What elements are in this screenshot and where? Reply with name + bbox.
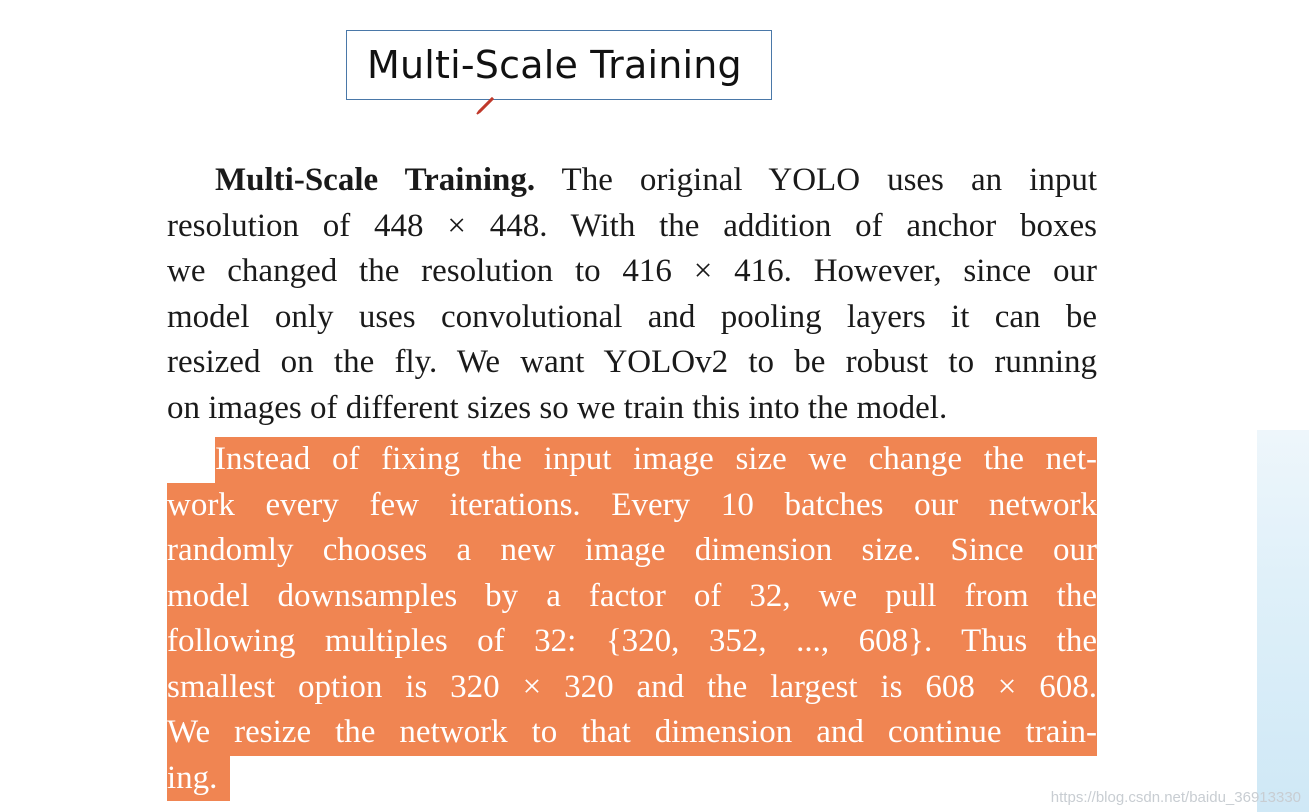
paragraph-line: on images of different sizes so we train… [167, 389, 948, 426]
highlighted-line: smallest option is 320 × 320 and the lar… [167, 664, 1097, 710]
side-decoration [1257, 430, 1309, 812]
paragraph-line: resized on the fly. We want YOLOv2 to be… [167, 344, 1097, 380]
line-text: ing. [167, 759, 218, 796]
line-text: We resize the network to that dimension … [167, 714, 1097, 750]
line-text: Instead of fixing the input image size w… [215, 441, 1097, 477]
line-text: following multiples of 32: {320, 352, ..… [167, 623, 1097, 659]
highlighted-line: work every few iterations. Every 10 batc… [167, 482, 1097, 528]
pen-cursor-icon [476, 97, 494, 115]
highlighted-line: Instead of fixing the input image size w… [167, 437, 1097, 483]
line-text: smallest option is 320 × 320 and the lar… [167, 668, 1097, 705]
slide-title: Multi-Scale Training [367, 43, 742, 87]
paragraph-heading: Multi-Scale Training. [215, 162, 536, 198]
highlighted-paragraph: Instead of fixing the input image size w… [167, 437, 1097, 801]
line-text: model downsamples by a factor of 32, we … [167, 577, 1097, 614]
line-text: work every few iterations. Every 10 batc… [167, 486, 1097, 523]
paragraph-line: Multi-Scale Training. The original YOLO … [167, 158, 1097, 204]
paragraph-line: model only uses convolutional and poolin… [167, 298, 1097, 335]
line-text: The original YOLO uses an input [561, 162, 1097, 198]
slide-title-box: Multi-Scale Training [346, 30, 772, 100]
highlighted-line: following multiples of 32: {320, 352, ..… [167, 619, 1097, 665]
paragraph-multi-scale: Multi-Scale Training. The original YOLO … [167, 158, 1097, 431]
watermark: https://blog.csdn.net/baidu_36913330 [1050, 789, 1301, 806]
highlighted-line: We resize the network to that dimension … [167, 710, 1097, 756]
line-text: randomly chooses a new image dimension s… [167, 532, 1097, 568]
highlighted-line: model downsamples by a factor of 32, we … [167, 573, 1097, 619]
highlighted-line: ing. [167, 755, 1097, 801]
paragraph-line: resolution of 448 × 448. With the additi… [167, 207, 1097, 244]
highlighted-line: randomly chooses a new image dimension s… [167, 528, 1097, 574]
paragraph-line: we changed the resolution to 416 × 416. … [167, 253, 1097, 289]
